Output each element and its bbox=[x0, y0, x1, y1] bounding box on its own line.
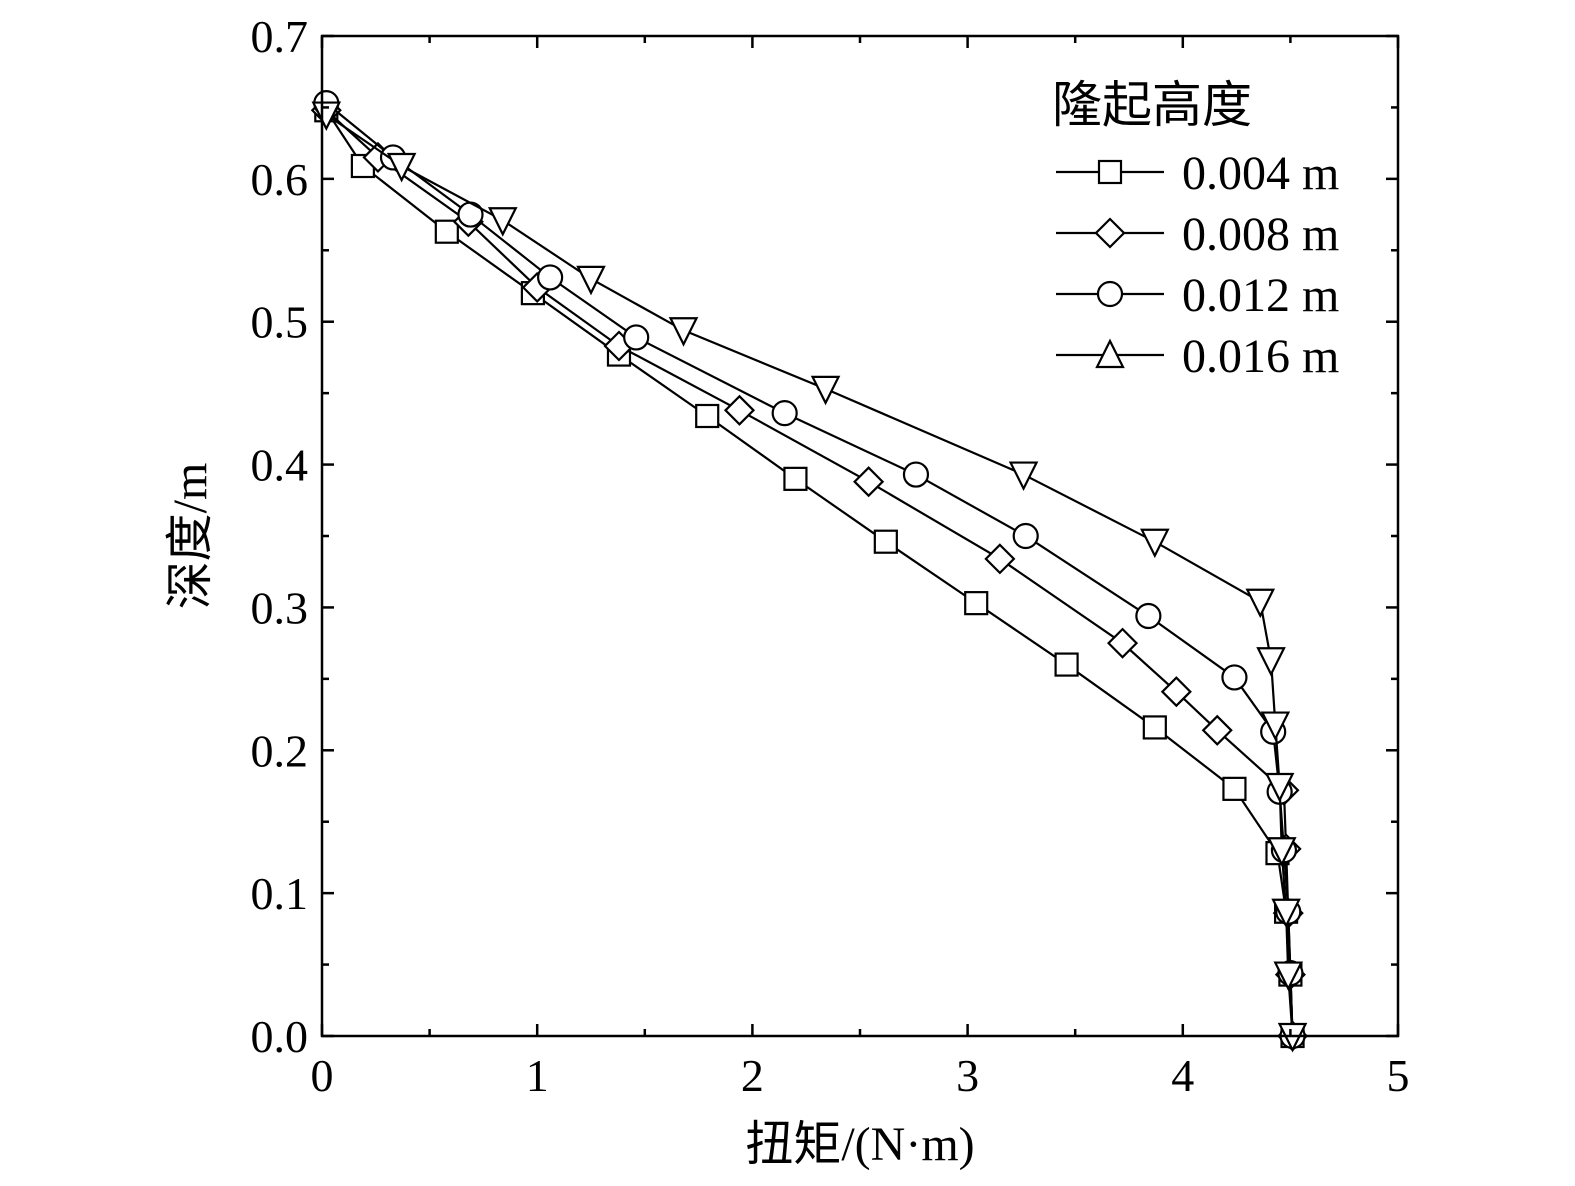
legend-entry: 0.008 m bbox=[1056, 208, 1339, 261]
data-point bbox=[1160, 676, 1192, 708]
data-point bbox=[1221, 664, 1248, 691]
data-point bbox=[1008, 461, 1039, 492]
data-point bbox=[1142, 715, 1167, 740]
data-point bbox=[537, 264, 564, 291]
data-point bbox=[576, 265, 606, 296]
legend-label: 0.012 m bbox=[1182, 269, 1339, 322]
data-point bbox=[386, 152, 417, 183]
data-point bbox=[1140, 528, 1170, 559]
data-point bbox=[1222, 776, 1247, 801]
data-point bbox=[1271, 898, 1301, 929]
data-point bbox=[964, 591, 989, 616]
series-line bbox=[325, 113, 1294, 1037]
legend-entry: 0.012 m bbox=[1056, 269, 1339, 322]
plot-layer bbox=[310, 90, 1309, 1053]
legend: 隆起高度 0.004 m 0.008 m 0.012 m 0.016 m bbox=[1052, 77, 1339, 383]
data-point bbox=[1264, 772, 1295, 803]
data-point bbox=[723, 394, 756, 426]
data-point bbox=[1245, 588, 1276, 619]
x-tick-label: 4 bbox=[1171, 1050, 1194, 1101]
data-point bbox=[1135, 602, 1162, 630]
y-tick-label: 0.0 bbox=[251, 1011, 309, 1062]
data-point bbox=[1260, 711, 1291, 742]
y-tick-label: 0.3 bbox=[251, 582, 309, 633]
data-point bbox=[1201, 714, 1233, 746]
legend-marker bbox=[1095, 338, 1125, 369]
legend-marker bbox=[1094, 217, 1126, 249]
legend-label: 0.008 m bbox=[1182, 208, 1339, 261]
data-point bbox=[902, 461, 930, 488]
x-tick-label: 0 bbox=[311, 1050, 334, 1101]
data-point bbox=[1054, 652, 1079, 677]
legend-label: 0.016 m bbox=[1182, 330, 1339, 383]
data-point bbox=[668, 317, 699, 347]
data-point bbox=[623, 324, 650, 351]
x-tick-label: 3 bbox=[956, 1050, 979, 1101]
series-line bbox=[325, 109, 1294, 1037]
data-point bbox=[1106, 627, 1139, 659]
legend-label: 0.004 m bbox=[1182, 147, 1339, 200]
x-tick-label: 1 bbox=[526, 1050, 549, 1101]
data-point bbox=[457, 201, 484, 228]
y-tick-label: 0.5 bbox=[251, 297, 309, 348]
data-point bbox=[1267, 837, 1297, 867]
data-point bbox=[695, 403, 720, 429]
data-point bbox=[853, 466, 885, 498]
data-point bbox=[810, 375, 841, 406]
legend-title: 隆起高度 bbox=[1052, 77, 1252, 133]
y-tick-label: 0.2 bbox=[251, 725, 309, 776]
legend-entry: 0.016 m bbox=[1056, 330, 1339, 383]
y-axis-title: 深度/m bbox=[164, 463, 217, 610]
data-point bbox=[1273, 961, 1304, 992]
legend-marker bbox=[1097, 159, 1123, 185]
data-point bbox=[1012, 522, 1039, 550]
x-tick-label: 5 bbox=[1387, 1050, 1410, 1101]
data-point bbox=[434, 219, 459, 244]
y-tick-label: 0.6 bbox=[251, 154, 309, 205]
legend-marker bbox=[1096, 280, 1124, 308]
data-point bbox=[783, 466, 808, 491]
axes-layer: 0 1 2 3 4 5 0.0 0.1 0.2 0.3 0.4 0.5 0.6 0.7 bbox=[251, 11, 1410, 1101]
legend-entry: 0.004 m bbox=[1056, 147, 1339, 200]
y-tick-label: 0.7 bbox=[251, 11, 309, 62]
data-point bbox=[984, 543, 1016, 575]
series-line bbox=[325, 102, 1294, 1037]
x-tick-label: 2 bbox=[741, 1050, 764, 1101]
data-point bbox=[487, 207, 518, 237]
data-point bbox=[771, 400, 798, 427]
data-point bbox=[311, 101, 342, 132]
y-tick-label: 0.1 bbox=[251, 868, 309, 919]
x-axis-title: 扭矩/(N·m) bbox=[745, 1118, 974, 1171]
y-tick-label: 0.4 bbox=[251, 440, 309, 491]
data-point bbox=[1256, 647, 1286, 677]
data-point bbox=[873, 529, 898, 554]
